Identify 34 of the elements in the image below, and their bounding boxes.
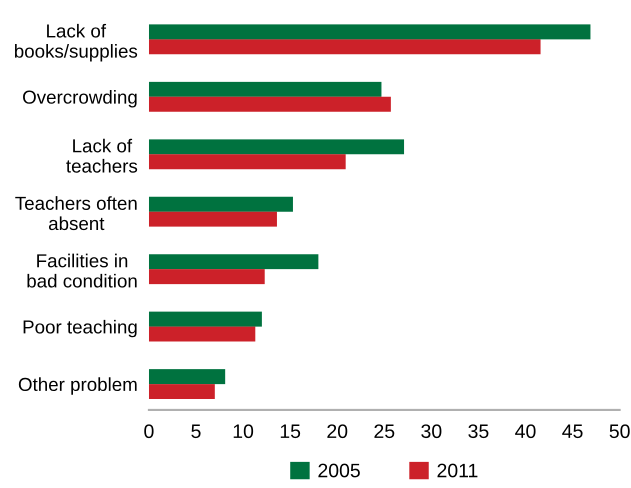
x-tick-label: 25 [374, 424, 394, 438]
x-tick-label: 40 [515, 424, 536, 438]
bar [148, 254, 318, 270]
bar [148, 39, 541, 54]
x-tick-label: 35 [468, 424, 488, 438]
bar [148, 384, 215, 400]
y-tick-label: Teachers often absent [15, 196, 137, 230]
x-tick-label: 5 [191, 424, 201, 438]
bar [148, 139, 404, 154]
y-tick-label: Other problem [18, 377, 137, 395]
bar [148, 369, 226, 384]
bar [148, 212, 277, 227]
y-tick-label: Facilities in bad condition [27, 254, 137, 288]
x-tick-label: 0 [144, 424, 154, 438]
bar [148, 82, 382, 97]
y-tick-label: Lack of books/supplies [14, 24, 138, 62]
bar [148, 312, 262, 327]
bar [148, 196, 293, 212]
x-tick-label: 30 [421, 424, 442, 438]
bar [148, 326, 256, 342]
x-tick-label: 50 [610, 424, 630, 438]
y-tick-label: Poor teaching [24, 320, 137, 338]
x-tick-label: 10 [234, 424, 254, 438]
y-tick-label: Overcrowding [23, 90, 137, 108]
bar [148, 24, 590, 40]
legend-label: 2005 [318, 464, 360, 478]
legend-label: 2011 [438, 464, 478, 478]
bar [148, 269, 265, 284]
x-tick-label: 45 [562, 424, 583, 438]
y-tick-label: Lack of teachers [66, 138, 138, 173]
bar [148, 154, 346, 170]
bar [148, 96, 391, 112]
x-tick-label: 15 [280, 424, 300, 438]
x-tick-label: 20 [327, 424, 348, 438]
